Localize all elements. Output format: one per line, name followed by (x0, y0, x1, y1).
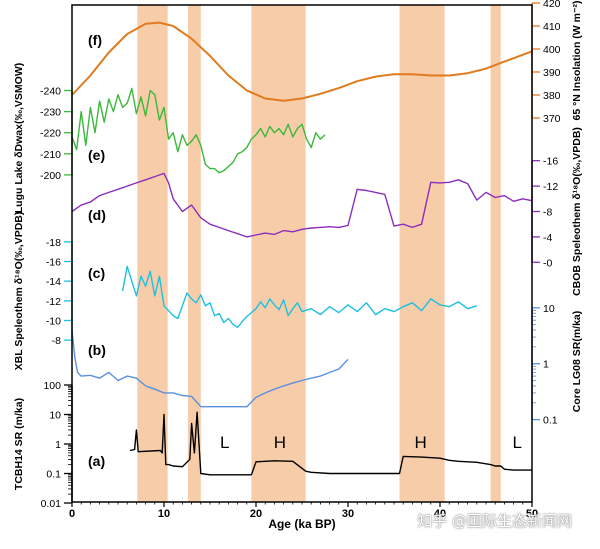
interval-label: L (513, 433, 522, 452)
y-tick-label: -4 (543, 232, 552, 244)
y-tick-label: -240 (40, 86, 61, 98)
y-tick-label: 420 (543, 0, 561, 10)
panel-letter: (b) (88, 342, 106, 358)
y-tick-label: -18 (46, 237, 61, 249)
y-tick-label: -200 (40, 170, 61, 182)
y-tick-label: 1 (55, 439, 61, 451)
panel-letter: (c) (88, 265, 105, 281)
y-tick-label: -12 (46, 296, 61, 308)
series-line-c (121, 265, 478, 329)
y-tick-label: 380 (543, 90, 561, 102)
panel-letter: (f) (88, 32, 102, 48)
y-axis-label: 65 °N Insolation (W m⁻²) (571, 1, 583, 121)
y-tick-label: -0 (543, 257, 552, 269)
y-tick-label: -16 (543, 156, 558, 168)
y-tick-label: 1 (543, 359, 549, 371)
series-layer (71, 21, 533, 476)
interval-label: H (415, 433, 427, 452)
interval-label: L (220, 433, 229, 452)
x-tick-label: 20 (250, 508, 262, 520)
y-tick-label: -220 (40, 128, 61, 140)
y-axis-label: TCBH14 SR (m/ka) (13, 398, 25, 490)
y-tick-label: 0.1 (543, 415, 558, 427)
y-tick-label: 390 (543, 67, 561, 79)
y-tick-label: -8 (543, 207, 552, 219)
shaded-intervals (137, 5, 501, 502)
shaded-interval-5 (490, 5, 501, 502)
y-tick-label: -12 (543, 181, 558, 193)
y-tick-label: -230 (40, 107, 61, 119)
shaded-interval-4 (399, 5, 445, 502)
y-tick-label: 100 (43, 380, 61, 392)
x-tick-label: 10 (158, 508, 170, 520)
y-axis-label: XBL Speleothem δ¹⁸O(‰,VPDB) (13, 212, 25, 371)
panel-letter: (e) (88, 147, 105, 163)
y-tick-label: 0.1 (46, 469, 61, 481)
shaded-interval-3 (251, 5, 306, 502)
series-line-d (71, 172, 533, 238)
y-tick-label: -10 (46, 316, 61, 328)
y-axis-label: CBOB Speleothem δ¹⁸O(‰,VPDB) (571, 127, 583, 296)
x-tick-label: 40 (434, 508, 446, 520)
series-line-f (71, 21, 533, 102)
shaded-interval-1 (137, 5, 168, 502)
y-tick-label: 410 (543, 21, 561, 33)
y-tick-label: -210 (40, 149, 61, 161)
y-tick-label: 0.01 (41, 498, 62, 510)
plot-frame (71, 4, 533, 503)
y-tick-label: 400 (543, 44, 561, 56)
shaded-interval-2 (187, 5, 201, 502)
series-line-a (129, 411, 532, 476)
y-tick-label: 10 (543, 303, 555, 315)
y-tick-label: -16 (46, 257, 61, 269)
panel-letter: (a) (88, 453, 105, 469)
watermark: 知乎 @国际生态新闻网 (417, 512, 572, 530)
y-axis-label: Core LG08 SR(m/ka) (571, 311, 583, 413)
y-tick-label: 370 (543, 113, 561, 125)
x-axis-label: Age (ka BP) (268, 517, 335, 531)
x-tick-label: 30 (342, 508, 354, 520)
y-axis-label: Lugu Lake δDwax(‰,VSMOW) (13, 63, 25, 213)
y-tick-label: -8 (52, 335, 61, 347)
interval-label: H (274, 433, 286, 452)
x-tick-label: 50 (526, 508, 538, 520)
panel-letter: (d) (88, 207, 106, 223)
series-line-b (71, 330, 349, 408)
x-tick-label: 0 (69, 508, 75, 520)
y-tick-label: 10 (49, 410, 61, 422)
series-line-e (71, 87, 326, 174)
y-tick-label: -14 (46, 276, 61, 288)
